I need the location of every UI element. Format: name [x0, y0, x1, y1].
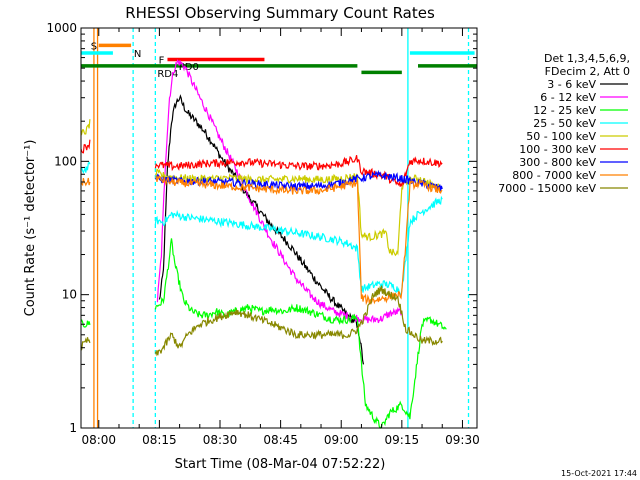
- x-axis-label: Start Time (08-Mar-04 07:52:22): [175, 457, 386, 472]
- x-tick-label: 08:45: [263, 433, 298, 447]
- legend-entry-label: 300 - 800 keV: [519, 156, 596, 169]
- series-line-50-100-kev: [80, 119, 443, 257]
- legend-entry-label: 12 - 25 keV: [533, 104, 596, 117]
- legend-entry-label: 25 - 50 keV: [533, 117, 596, 130]
- series-line-100-300-kev: [80, 139, 443, 188]
- series-line-12-25-kev: [80, 238, 447, 429]
- legend-entry-label: 3 - 6 keV: [547, 78, 596, 91]
- annotation-f: F: [159, 56, 165, 67]
- x-tick-label: 08:00: [81, 433, 116, 447]
- legend-entry-label: 6 - 12 keV: [540, 91, 596, 104]
- series-line-300-800-kev: [154, 169, 443, 192]
- x-tick-label: 09:30: [445, 433, 480, 447]
- chart-title: RHESSI Observing Summary Count Rates: [125, 4, 435, 22]
- plot-frame: [80, 27, 478, 429]
- legend: Det 1,3,4,5,6,9,FDecim 2, Att 03 - 6 keV…: [498, 52, 630, 195]
- series-line-7000-15000-kev: [80, 285, 443, 357]
- legend-entry-label: 7000 - 15000 keV: [498, 182, 596, 195]
- y-tick-label: 1: [69, 421, 77, 435]
- annotation-s: S: [91, 41, 97, 52]
- timestamp: 15-Oct-2021 17:44: [561, 469, 637, 478]
- legend-entry-label: 100 - 300 keV: [519, 143, 596, 156]
- series-line-800-7000-kev: [80, 175, 443, 306]
- x-tick-label: 09:00: [324, 433, 359, 447]
- annotation-n: N: [134, 49, 141, 60]
- legend-entry-label: 50 - 100 keV: [526, 130, 596, 143]
- y-axis-label: Count Rate (s⁻¹ detector⁻¹): [23, 140, 38, 317]
- y-tick-label: 10: [62, 288, 77, 302]
- x-axis-ticks: 08:00 08:15 08:30 08:45 09:00 09:15 09:30: [81, 28, 480, 447]
- annotation-rd4: RD4: [157, 69, 178, 80]
- legend-header: Det 1,3,4,5,6,9,: [544, 52, 630, 65]
- x-tick-label: 08:30: [203, 433, 238, 447]
- series-line-25-50-kev: [80, 161, 443, 296]
- legend-header: FDecim 2, Att 0: [545, 65, 630, 78]
- y-axis-ticks: 1 10 100 1000: [46, 21, 477, 435]
- legend-entry-label: 800 - 7000 keV: [512, 169, 596, 182]
- series-line-3-6-kev: [158, 94, 365, 365]
- x-tick-label: 09:15: [385, 433, 420, 447]
- y-tick-label: 1000: [46, 21, 77, 35]
- y-tick-label: 100: [54, 154, 77, 168]
- x-tick-label: 08:15: [142, 433, 177, 447]
- annotation-pd0: PD0: [179, 62, 199, 73]
